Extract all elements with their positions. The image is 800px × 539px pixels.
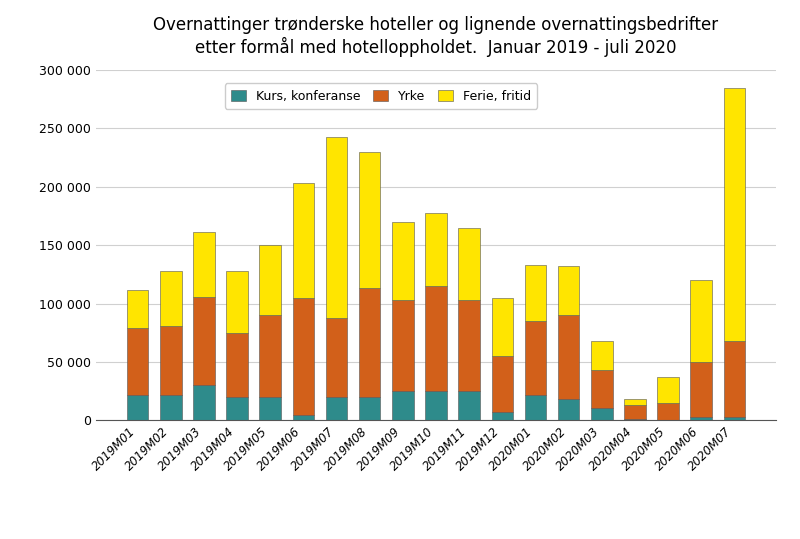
Bar	[491, 356, 513, 412]
Bar	[160, 395, 182, 420]
Bar	[259, 315, 281, 397]
Bar	[591, 407, 613, 420]
Bar	[458, 300, 480, 391]
Bar	[226, 333, 248, 397]
Bar	[392, 300, 414, 391]
Bar	[359, 152, 381, 288]
Bar	[690, 362, 712, 417]
Bar	[426, 286, 446, 391]
Bar	[723, 87, 745, 341]
Bar	[326, 136, 347, 317]
Bar	[525, 395, 546, 420]
Bar	[723, 417, 745, 420]
Bar	[127, 289, 149, 328]
Bar	[491, 412, 513, 420]
Bar	[426, 212, 446, 286]
Bar	[525, 321, 546, 395]
Bar	[392, 391, 414, 420]
Bar	[624, 399, 646, 405]
Bar	[127, 395, 149, 420]
Bar	[658, 377, 678, 403]
Bar	[558, 315, 579, 399]
Bar	[293, 298, 314, 414]
Bar	[624, 419, 646, 420]
Bar	[458, 391, 480, 420]
Bar	[392, 222, 414, 300]
Legend: Kurs, konferanse, Yrke, Ferie, fritid: Kurs, konferanse, Yrke, Ferie, fritid	[225, 84, 537, 109]
Bar	[558, 266, 579, 315]
Bar	[259, 397, 281, 420]
Bar	[293, 183, 314, 298]
Bar	[624, 405, 646, 419]
Bar	[558, 399, 579, 420]
Bar	[658, 403, 678, 420]
Bar	[359, 397, 381, 420]
Bar	[194, 296, 214, 385]
Bar	[326, 397, 347, 420]
Bar	[160, 271, 182, 326]
Title: Overnattinger trønderske hoteller og lignende overnattingsbedrifter
etter formål: Overnattinger trønderske hoteller og lig…	[154, 16, 718, 57]
Bar	[160, 326, 182, 395]
Bar	[226, 397, 248, 420]
Bar	[690, 280, 712, 362]
Bar	[359, 288, 381, 397]
Bar	[591, 370, 613, 407]
Bar	[690, 417, 712, 420]
Bar	[226, 271, 248, 333]
Bar	[426, 391, 446, 420]
Bar	[723, 341, 745, 417]
Bar	[326, 317, 347, 397]
Bar	[259, 245, 281, 315]
Bar	[491, 298, 513, 356]
Bar	[194, 385, 214, 420]
Bar	[194, 232, 214, 296]
Bar	[458, 227, 480, 300]
Bar	[127, 328, 149, 395]
Bar	[525, 265, 546, 321]
Bar	[591, 341, 613, 370]
Bar	[293, 414, 314, 420]
